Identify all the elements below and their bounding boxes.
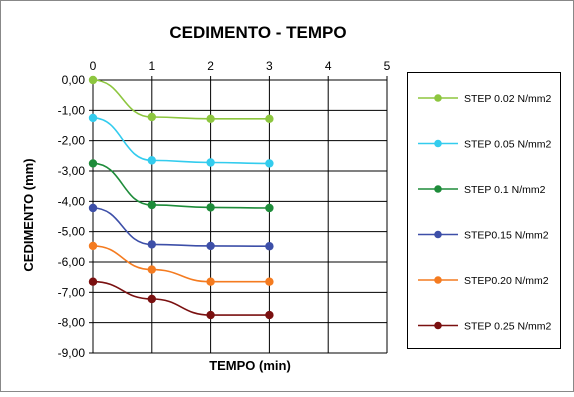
legend-label: STEP0.15 N/mm2 [464, 230, 549, 242]
data-point-series-4 [147, 240, 156, 249]
y-tick-label: -5,00 [58, 225, 86, 239]
legend: STEP 0.02 N/mm2 STEP 0.05 N/mm2 STEP 0.1 N… [407, 72, 561, 349]
data-point-series-2 [88, 113, 98, 123]
y-tick-label: -1,00 [58, 103, 86, 117]
data-point-series-6 [88, 277, 98, 286]
data-point-series-4 [206, 241, 215, 251]
legend-label: STEP 0.1 N/mm2 [464, 184, 546, 196]
data-point-series-3 [147, 200, 156, 210]
data-point-series-6 [206, 310, 215, 320]
data-point-series-1 [206, 114, 215, 124]
x-axis-label: TEMPO (min) [209, 358, 291, 373]
x-tick-label: 5 [384, 59, 391, 73]
legend-label: STEP 0.05 N/mm2 [464, 139, 551, 151]
plot-area: 0,00 -1,00 -2,00 -3,00 -4,00 -5,00 -6,00 -7,00 -… [58, 59, 391, 360]
legend-box [407, 72, 561, 349]
series-line-4 [92, 207, 270, 248]
data-point-series-2 [147, 156, 156, 165]
legend-label: STEP 0.02 N/mm2 [464, 93, 551, 105]
y-axis-label: CEDIMENTO (mm) [21, 158, 36, 271]
data-point-series-3 [265, 203, 274, 213]
data-point-series-3 [206, 203, 215, 212]
legend-swatch-marker [434, 321, 442, 330]
y-tick-label: -9,00 [58, 346, 86, 360]
data-point-series-5 [88, 241, 98, 251]
series-line-5 [92, 245, 270, 283]
x-tick-label: 3 [266, 59, 273, 73]
data-point-series-4 [265, 242, 274, 251]
chart-title: CEDIMENTO - TEMPO [169, 23, 346, 42]
y-tick-label: -6,00 [58, 255, 86, 269]
y-tick-label: -3,00 [58, 164, 86, 178]
data-point-series-5 [265, 277, 274, 286]
legend-swatch-marker [434, 94, 442, 102]
y-tick-label: -8,00 [58, 316, 86, 330]
data-point-series-1 [147, 112, 156, 122]
x-tick-label: 2 [207, 59, 214, 73]
series-line-3 [92, 162, 270, 209]
x-tick-label: 1 [148, 59, 155, 73]
data-point-series-1 [88, 75, 98, 85]
legend-swatch-marker [434, 139, 442, 148]
legend-swatch-marker [434, 185, 442, 193]
data-point-series-6 [265, 310, 274, 320]
legend-swatch-marker [434, 230, 442, 239]
data-point-series-1 [265, 114, 274, 124]
data-point-series-4 [88, 203, 98, 213]
y-tick-label: -2,00 [58, 134, 86, 148]
legend-label: STEP0.20 N/mm2 [464, 275, 549, 287]
data-point-series-5 [147, 265, 156, 274]
plot-background [93, 80, 387, 353]
x-tick-label: 0 [90, 59, 97, 73]
series-line-1 [92, 79, 270, 120]
series-line-2 [92, 117, 270, 165]
data-point-series-5 [206, 277, 215, 286]
legend-label: STEP 0.25 N/mm2 [464, 321, 551, 333]
y-tick-label: -7,00 [58, 285, 86, 299]
data-point-series-3 [88, 159, 98, 168]
y-tick-label: 0,00 [62, 73, 86, 87]
y-tick-label: -4,00 [58, 194, 86, 208]
data-point-series-2 [265, 159, 274, 168]
series-line-6 [92, 280, 270, 316]
data-point-series-2 [206, 158, 215, 167]
data-point-series-6 [147, 294, 156, 304]
x-tick-label: 4 [325, 59, 332, 73]
legend-swatch-marker [434, 276, 442, 284]
